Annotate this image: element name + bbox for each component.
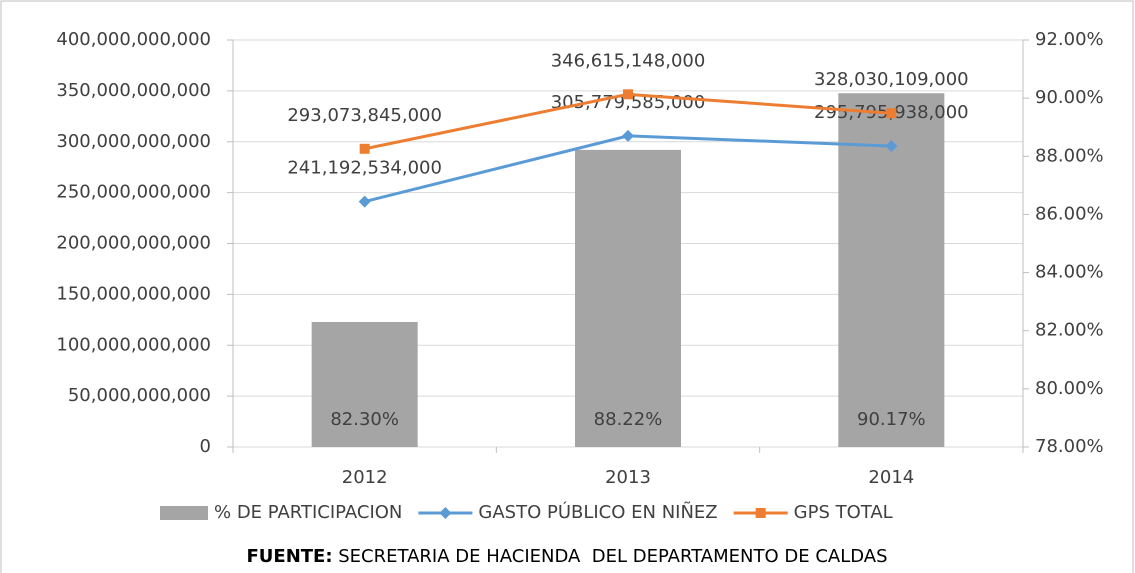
y-tick-label: 250,000,000,000 [56,182,211,203]
y-tick-label: 50,000,000,000 [68,385,211,406]
legend-swatch [160,506,208,520]
line-marker [885,140,898,153]
y2-tick-label: 86.00% [1035,203,1104,224]
x-tick-label: 2013 [605,467,651,488]
source-label: FUENTE: [246,546,332,567]
bar-value-label: 90.17% [857,409,926,430]
line-marker [359,143,370,154]
bar [575,149,681,447]
line-value-label: 346,615,148,000 [551,50,706,71]
bar-value-label: 88.22% [594,409,663,430]
line-marker [622,129,634,142]
source-note: FUENTE: SECRETARIA DE HACIENDA DEL DEPAR… [246,546,887,567]
bar [838,93,945,447]
bar [311,321,418,447]
y2-tick-label: 92.00% [1035,29,1104,50]
source-text: SECRETARIA DE HACIENDA DEL DEPARTAMENTO … [333,546,888,567]
line-marker [358,195,371,208]
y-tick-label: 150,000,000,000 [56,283,211,304]
y2-tick-label: 78.00% [1035,436,1104,457]
legend-label: GASTO PÚBLICO EN NIÑEZ [478,501,717,523]
legend-label: % DE PARTICIPACION [214,502,402,523]
line-value-label: 241,192,534,000 [287,158,442,179]
line-marker [623,89,633,100]
line-value-label: 293,073,845,000 [287,105,442,126]
y2-tick-label: 82.00% [1035,320,1104,341]
x-tick-label: 2014 [868,467,914,488]
y2-tick-label: 84.00% [1035,262,1104,283]
y2-tick-label: 90.00% [1035,87,1104,108]
y-tick-label: 100,000,000,000 [56,334,211,355]
legend-marker [755,508,766,518]
legend-marker [439,507,452,519]
y-tick-label: 400,000,000,000 [56,29,211,50]
line-value-label: 328,030,109,000 [814,69,969,90]
y2-tick-label: 80.00% [1035,378,1104,399]
y-tick-label: 300,000,000,000 [56,131,211,152]
y-tick-label: 0 [200,436,211,457]
y-tick-label: 200,000,000,000 [56,233,211,254]
legend-label: GPS TOTAL [794,502,893,523]
y-tick-label: 350,000,000,000 [56,80,211,101]
line-marker [886,108,897,119]
bar-value-label: 82.30% [330,409,399,430]
y2-tick-label: 88.00% [1035,145,1104,166]
x-tick-label: 2012 [342,467,388,488]
